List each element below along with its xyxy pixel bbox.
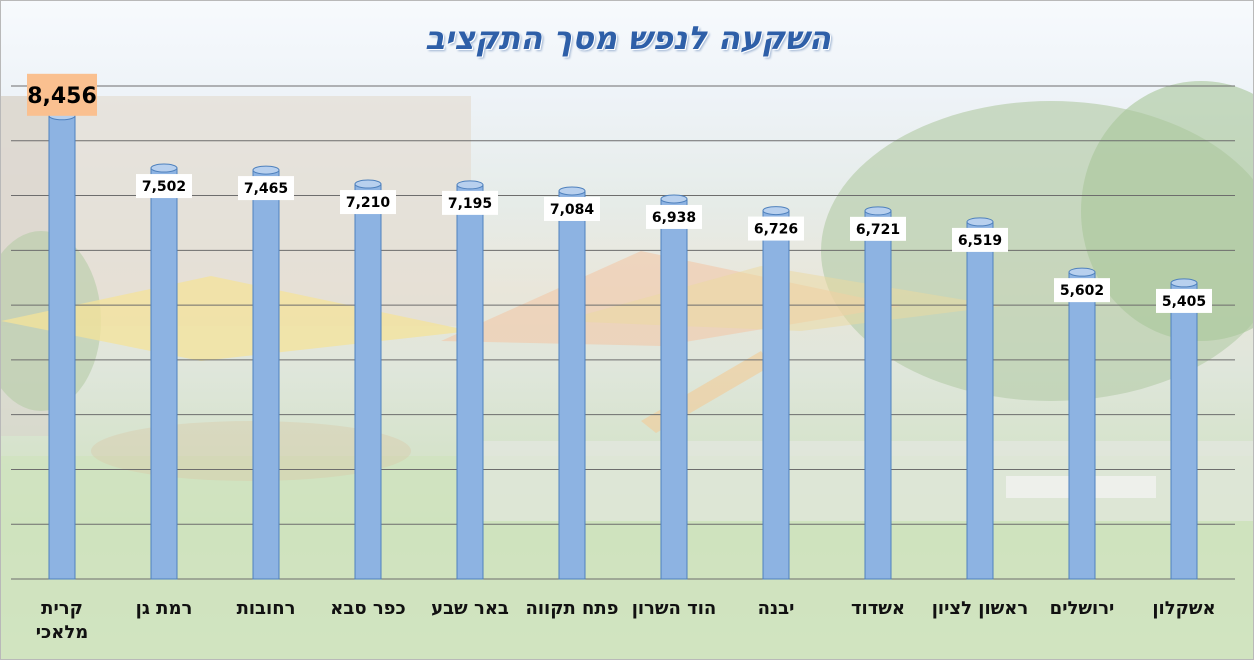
bar <box>150 167 178 580</box>
value-labels: 8,456 7,502 7,465 7,210 7,195 7,084 6,938 6,726… <box>27 73 1212 313</box>
value-label-box <box>1054 278 1110 303</box>
bar-cap <box>660 194 688 204</box>
bar-cap <box>762 206 790 216</box>
bars <box>48 111 1198 580</box>
bar-cap <box>252 165 280 175</box>
value-label-box <box>136 174 192 199</box>
bar-cap <box>966 217 994 227</box>
category-label: רמת גן <box>135 598 193 619</box>
bar <box>252 169 280 580</box>
category-label: אשדוד <box>850 598 906 619</box>
value-label-box <box>544 196 600 221</box>
bar <box>1068 271 1096 580</box>
value-label: 6,519 <box>958 233 1002 249</box>
bar <box>558 190 586 580</box>
category-label: קרית מלאכי <box>35 598 89 643</box>
bar-cap <box>1068 267 1096 277</box>
value-label-box <box>442 190 498 215</box>
bar <box>1170 282 1198 580</box>
value-label: 6,938 <box>652 210 696 226</box>
bar <box>660 198 688 580</box>
value-label: 7,465 <box>244 181 288 197</box>
value-label-box <box>340 190 396 215</box>
bar <box>762 210 790 580</box>
value-label: 7,084 <box>550 202 595 218</box>
value-label: 6,726 <box>754 222 798 238</box>
bar-cap <box>354 179 382 189</box>
value-label: 8,456 <box>27 84 97 109</box>
category-label: אשקלון <box>1152 598 1216 619</box>
value-label-box <box>748 216 804 241</box>
bar <box>48 115 76 580</box>
value-label: 7,195 <box>448 196 492 212</box>
value-label: 5,602 <box>1060 283 1104 299</box>
category-label: באר שבע <box>431 598 509 619</box>
value-label: 6,721 <box>856 222 900 238</box>
bar <box>966 221 994 580</box>
bar-cap <box>864 206 892 216</box>
value-label: 5,405 <box>1162 294 1206 310</box>
chart-title: השקעה לנפש מסך התקציב <box>425 19 831 57</box>
value-label-box <box>646 204 702 229</box>
category-label: ירושלים <box>1049 598 1115 619</box>
value-label-box <box>850 216 906 241</box>
value-label: 7,210 <box>346 195 391 211</box>
category-label: רחובות <box>236 598 296 619</box>
bar-cap <box>456 180 484 190</box>
value-label-box <box>238 176 294 201</box>
category-label: ראשון לציון <box>931 598 1029 619</box>
category-label: פתח תקווה <box>525 598 619 619</box>
value-label-box <box>952 227 1008 252</box>
bar <box>354 183 382 580</box>
category-label: יבנה <box>757 598 795 619</box>
gridlines <box>11 85 1235 580</box>
bar <box>456 184 484 580</box>
value-label-box <box>27 73 97 116</box>
bar-cap <box>558 186 586 196</box>
value-label-box <box>1156 288 1212 313</box>
bar-cap <box>150 163 178 173</box>
bar <box>864 210 892 580</box>
bar-cap <box>1170 278 1198 288</box>
category-label: הוד השרון <box>631 598 717 619</box>
value-label: 7,502 <box>142 179 186 195</box>
category-label: כפר סבא <box>330 598 406 619</box>
